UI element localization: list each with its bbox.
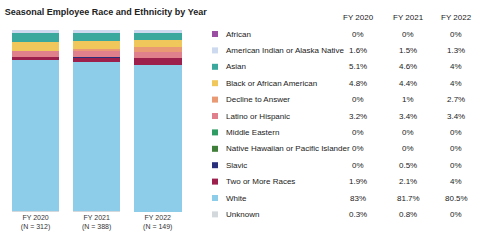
svg-text:0%: 0% [450,144,462,153]
svg-text:Native Hawaiian or Pacific Isl: Native Hawaiian or Pacific Islander [226,144,350,153]
svg-text:0%: 0% [352,128,364,137]
svg-text:Two or More Races: Two or More Races [226,177,295,186]
svg-text:0%: 0% [450,30,462,39]
svg-text:0%: 0% [352,144,364,153]
svg-text:FY 2020(N = 312): FY 2020(N = 312) [21,214,50,231]
svg-text:1.3%: 1.3% [447,46,465,55]
svg-text:2.7%: 2.7% [447,95,465,104]
svg-text:FY 2021(N = 388): FY 2021(N = 388) [82,214,111,231]
svg-text:0%: 0% [352,161,364,170]
svg-text:Slavic: Slavic [226,161,247,170]
svg-text:0%: 0% [352,95,364,104]
svg-text:4%: 4% [450,177,462,186]
svg-text:0%: 0% [352,30,364,39]
svg-text:4.6%: 4.6% [399,62,417,71]
svg-text:Middle Eastern: Middle Eastern [226,128,279,137]
svg-text:0%: 0% [450,210,462,219]
svg-text:FY 2022(N = 149): FY 2022(N = 149) [143,214,172,231]
svg-text:0.3%: 0.3% [349,210,367,219]
svg-text:0.5%: 0.5% [399,161,417,170]
svg-text:80.5%: 80.5% [445,194,468,203]
svg-text:4.8%: 4.8% [349,79,367,88]
svg-text:FY 2022: FY 2022 [441,13,472,22]
svg-text:4%: 4% [450,79,462,88]
svg-text:0%: 0% [402,30,414,39]
svg-text:1.5%: 1.5% [399,46,417,55]
svg-text:White: White [226,194,247,203]
svg-text:3.2%: 3.2% [349,112,367,121]
svg-text:81.7%: 81.7% [397,194,420,203]
svg-text:Unknown: Unknown [226,210,259,219]
svg-text:African: African [226,30,251,39]
svg-text:2.1%: 2.1% [399,177,417,186]
svg-text:5.1%: 5.1% [349,62,367,71]
svg-text:4.4%: 4.4% [399,79,417,88]
svg-text:4%: 4% [450,62,462,71]
svg-text:Asian: Asian [226,62,246,71]
svg-text:1.9%: 1.9% [349,177,367,186]
svg-text:Latino or Hispanic: Latino or Hispanic [226,112,290,121]
svg-text:0%: 0% [450,128,462,137]
svg-text:FY 2021: FY 2021 [393,13,424,22]
svg-text:FY 2020: FY 2020 [343,13,374,22]
svg-text:American Indian or Alaska Nati: American Indian or Alaska Native [226,46,344,55]
svg-text:3.4%: 3.4% [447,112,465,121]
svg-text:Black or African American: Black or African American [226,79,317,88]
svg-text:1.6%: 1.6% [349,46,367,55]
svg-text:3.4%: 3.4% [399,112,417,121]
svg-text:0.8%: 0.8% [399,210,417,219]
svg-text:83%: 83% [350,194,366,203]
svg-text:0%: 0% [450,161,462,170]
svg-text:Seasonal Employee Race and Eth: Seasonal Employee Race and Ethnicity by … [5,7,207,17]
svg-text:1%: 1% [402,95,414,104]
svg-text:Decline to Answer: Decline to Answer [226,95,290,104]
svg-text:0%: 0% [402,144,414,153]
svg-text:0%: 0% [402,128,414,137]
